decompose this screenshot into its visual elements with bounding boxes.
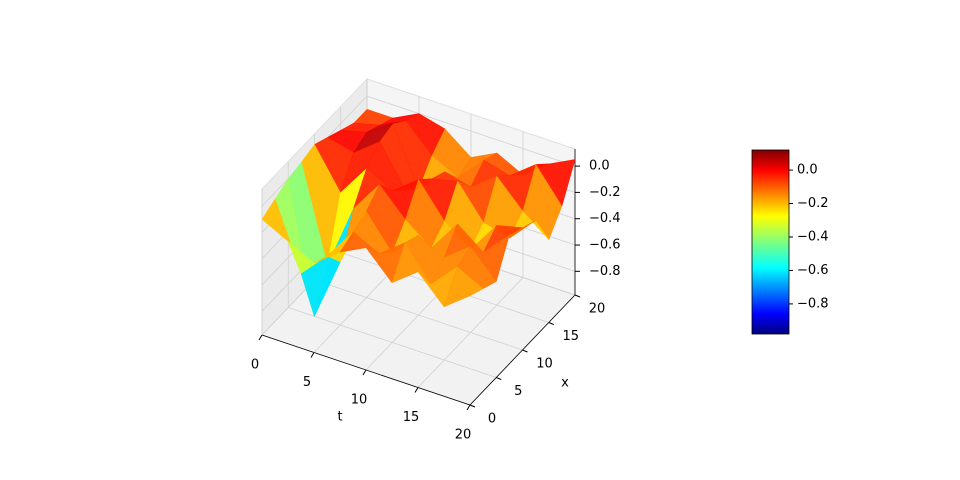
colorbar-tick-label: 0.0 xyxy=(797,163,818,178)
tick-mark xyxy=(258,334,263,341)
x-axis xyxy=(261,334,471,406)
tick-mark xyxy=(574,294,581,298)
z-tick-label: −0.4 xyxy=(589,211,621,226)
grid-line xyxy=(366,95,576,167)
surface-patch xyxy=(443,266,484,308)
tick-mark xyxy=(466,404,471,411)
colorbar-tick-label: −0.2 xyxy=(797,196,829,211)
z-tick-label: 0.0 xyxy=(589,159,610,174)
tick-mark xyxy=(496,377,502,380)
colorbar-tick-label: −0.4 xyxy=(797,229,829,244)
x-tick-label: 15 xyxy=(403,410,420,425)
tick-mark xyxy=(522,349,528,353)
y-tick-label: 10 xyxy=(536,357,553,372)
tick-mark xyxy=(362,369,367,376)
y-tick-label: 20 xyxy=(589,302,606,317)
z-tick-label: −0.2 xyxy=(589,185,621,200)
y-tick-label: 15 xyxy=(562,329,579,344)
colorbar-tick-label: −0.8 xyxy=(797,296,829,311)
tick-mark xyxy=(414,387,419,393)
z-tick-label: −0.8 xyxy=(589,264,621,279)
x-tick-label: 10 xyxy=(351,393,368,408)
y-tick-label: 0 xyxy=(488,412,496,427)
colorbar-tick-label: −0.6 xyxy=(797,263,829,278)
x-axis-label: t xyxy=(337,410,342,425)
plot-3d: 0 5 10 15 20 0 5 10 15 20 0.0 −0.2 −0.4 −0.6 −0.8 t x xyxy=(251,77,621,443)
tick-mark xyxy=(310,352,315,358)
y-axis xyxy=(469,294,576,406)
y-tick-label: 5 xyxy=(514,384,522,399)
grid-line xyxy=(288,307,497,378)
z-tick-label: −0.6 xyxy=(589,238,621,253)
x-tick-label: 20 xyxy=(455,428,472,443)
y-axis-label: x xyxy=(561,376,569,391)
grid-line xyxy=(314,279,523,351)
tick-mark xyxy=(469,404,476,408)
tick-mark xyxy=(548,322,554,325)
x-tick-label: 5 xyxy=(303,375,311,390)
x-tick-label: 0 xyxy=(251,358,259,373)
colorbar xyxy=(751,149,790,335)
